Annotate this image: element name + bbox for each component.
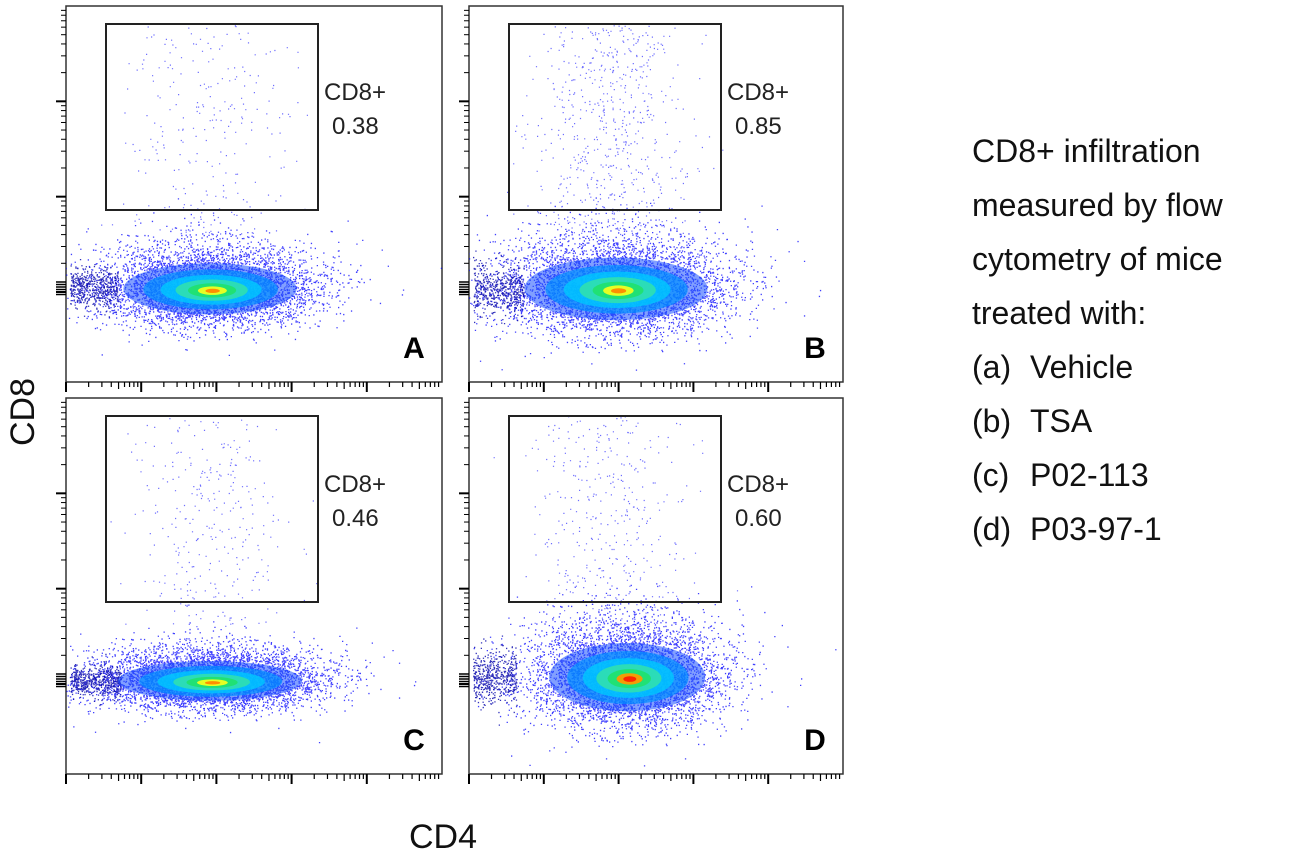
events-gate [101,25,308,235]
panel-frame [468,5,844,383]
plot-panels: CD8+ 0.38 A CD8+ 0.85 B CD8+ 0.46 C CD8+ 0.60 D [65,5,844,775]
gate-value: 0.38 [332,113,379,140]
treatment-name: Vehicle [1030,349,1134,385]
gate-label: CD8+ [727,471,789,498]
gate-value: 0.85 [735,113,782,140]
panel-c: CD8+ 0.46 C [65,397,443,775]
density-contour [610,288,627,294]
density-cloud [66,25,442,356]
treatment-key: (c) [972,457,1010,493]
y-axis-label: CD8 [4,378,42,446]
panel-b: CD8+ 0.85 B [468,5,844,383]
panel-letter: B [804,332,826,365]
cd8-gate [105,415,319,603]
density-cloud [473,416,837,767]
events-tail [70,259,120,318]
events-tail [473,635,518,726]
cd8-gate [105,23,319,211]
panel-letter: D [804,724,826,757]
gate-value: 0.46 [332,505,379,532]
treatment-key: (b) [972,403,1012,439]
treatment-item-d: (d) P03-97-1 [972,502,1301,556]
description-line: measured by flow [972,187,1223,223]
panel-frame [65,397,443,775]
cd8-gate [508,415,722,603]
figure-description: CD8+ infiltration measured by flow cytom… [972,124,1301,556]
gate-label: CD8+ [324,471,386,498]
description-line: CD8+ infiltration [972,133,1201,169]
y-axis-ticks [56,9,469,688]
panel-d: CD8+ 0.60 D [468,397,844,775]
density-contour [205,288,220,293]
treatment-item-a: (a) Vehicle [972,340,1301,394]
panel-letter: A [403,332,425,365]
density-cloud [469,25,822,371]
description-line: cytometry of mice [972,241,1223,277]
treatment-key: (a) [972,349,1012,385]
x-axis-ticks [65,382,841,784]
density-cloud [66,418,417,744]
panel-a: CD8+ 0.38 A [65,5,443,383]
treatment-name: P02-113 [1030,457,1149,493]
density-contour [204,681,221,685]
panel-letter: C [403,724,425,757]
panel-frame [65,5,443,383]
treatment-key: (d) [972,511,1012,547]
panel-frame [468,397,844,775]
gate-value: 0.60 [735,505,782,532]
treatment-name: TSA [1030,403,1093,439]
x-axis-label: CD4 [409,818,477,856]
gate-label: CD8+ [324,79,386,106]
treatment-name: P03-97-1 [1030,511,1162,547]
events-tail [70,653,123,707]
cd8-gate [508,23,722,211]
density-contour [623,676,637,682]
description-line: treated with: [972,295,1147,331]
treatment-item-b: (b) TSA [972,394,1301,448]
treatment-item-c: (c) P02-113 [972,448,1301,502]
gate-label: CD8+ [727,79,789,106]
events-outer [66,198,442,356]
